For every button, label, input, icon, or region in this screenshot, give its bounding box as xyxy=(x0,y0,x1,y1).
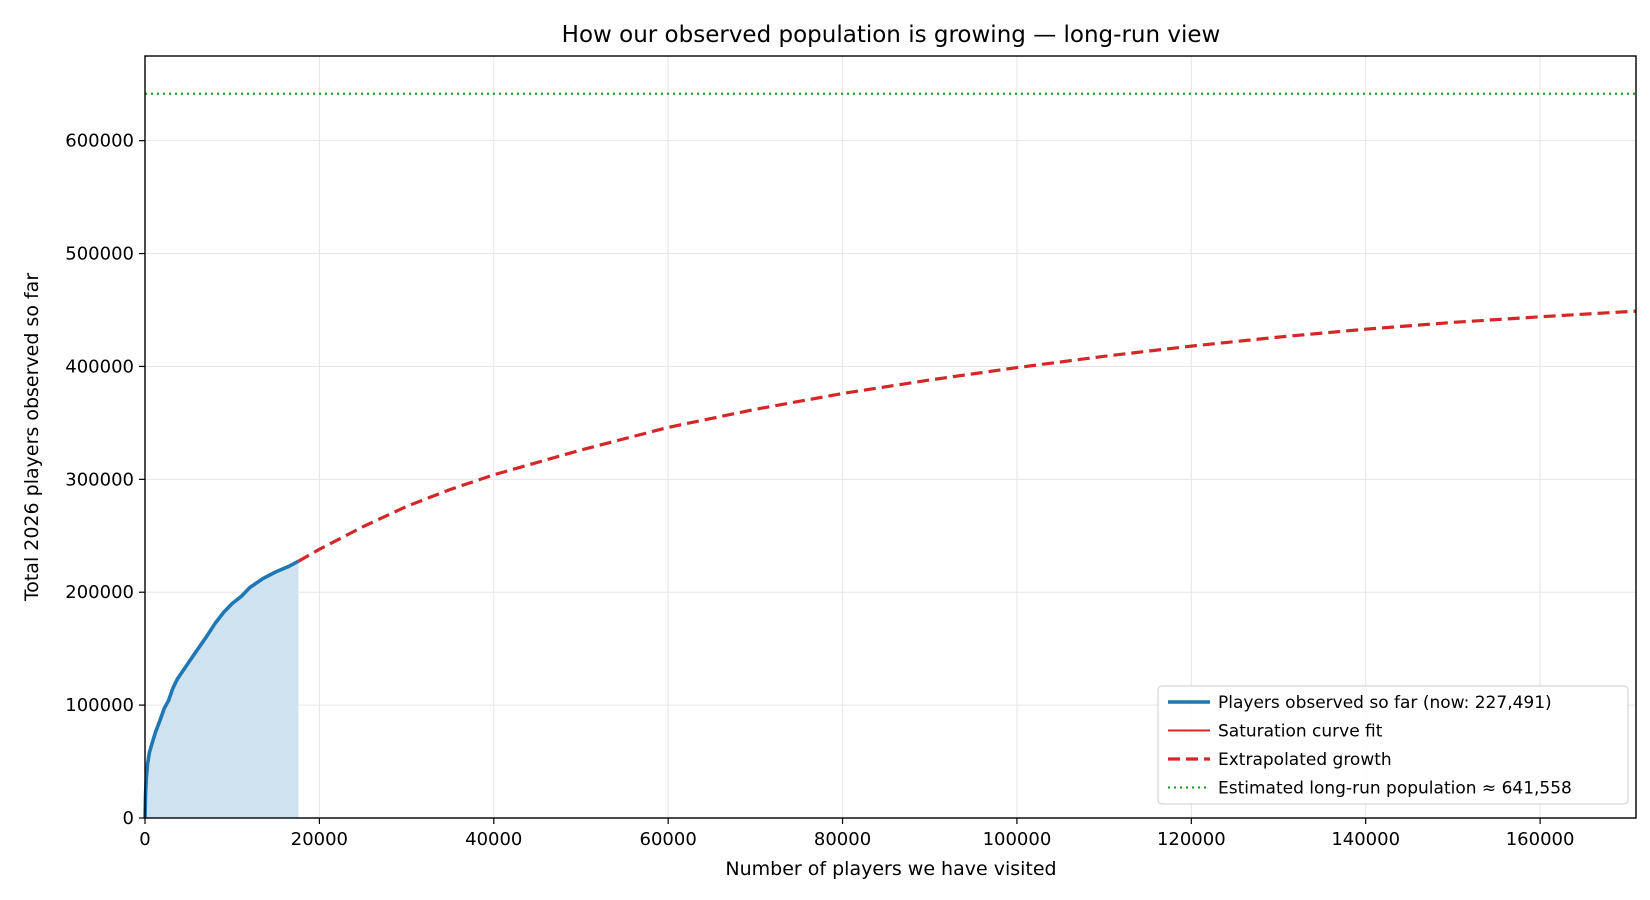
observed-area-fill xyxy=(145,561,299,818)
x-tick-label: 120000 xyxy=(1157,829,1226,850)
x-axis-label: Number of players we have visited xyxy=(725,858,1056,880)
legend-label-long_run: Estimated long-run population ≈ 641,558 xyxy=(1218,779,1572,799)
x-tick-label: 60000 xyxy=(640,829,697,850)
y-tick-label: 400000 xyxy=(65,356,134,377)
legend-label-fit: Saturation curve fit xyxy=(1218,722,1383,742)
y-axis-label: Total 2026 players observed so far xyxy=(21,273,43,602)
x-tick-label: 100000 xyxy=(983,829,1052,850)
legend-label-extrapolated: Extrapolated growth xyxy=(1218,750,1392,770)
plot-frame xyxy=(144,55,1637,819)
legend: Players observed so far (now: 227,491) Sa… xyxy=(1157,685,1629,805)
x-tick-label: 0 xyxy=(139,829,150,850)
y-tick-label: 300000 xyxy=(65,469,134,490)
y-tick-label: 100000 xyxy=(65,695,134,716)
x-tick-label: 80000 xyxy=(814,829,871,850)
x-tick-label: 160000 xyxy=(1506,829,1575,850)
extrapolated-series-line xyxy=(297,309,1637,563)
x-tick-label: 140000 xyxy=(1331,829,1400,850)
legend-label-observed: Players observed so far (now: 227,491) xyxy=(1218,693,1552,713)
chart-title: How our observed population is growing —… xyxy=(562,22,1221,48)
y-tick-label: 600000 xyxy=(65,131,134,152)
y-tick-label: 0 xyxy=(123,808,134,829)
plot-area xyxy=(143,92,1637,819)
legend-box xyxy=(1157,685,1629,805)
x-tick-label: 40000 xyxy=(465,829,522,850)
y-tick-label: 200000 xyxy=(65,582,134,603)
axis-ticks: 0 20000 40000 60000 80000 100000 120000 140000 1… xyxy=(65,131,1574,850)
observed-series-line xyxy=(143,559,300,819)
x-tick-label: 20000 xyxy=(291,829,348,850)
y-tick-label: 500000 xyxy=(65,244,134,265)
